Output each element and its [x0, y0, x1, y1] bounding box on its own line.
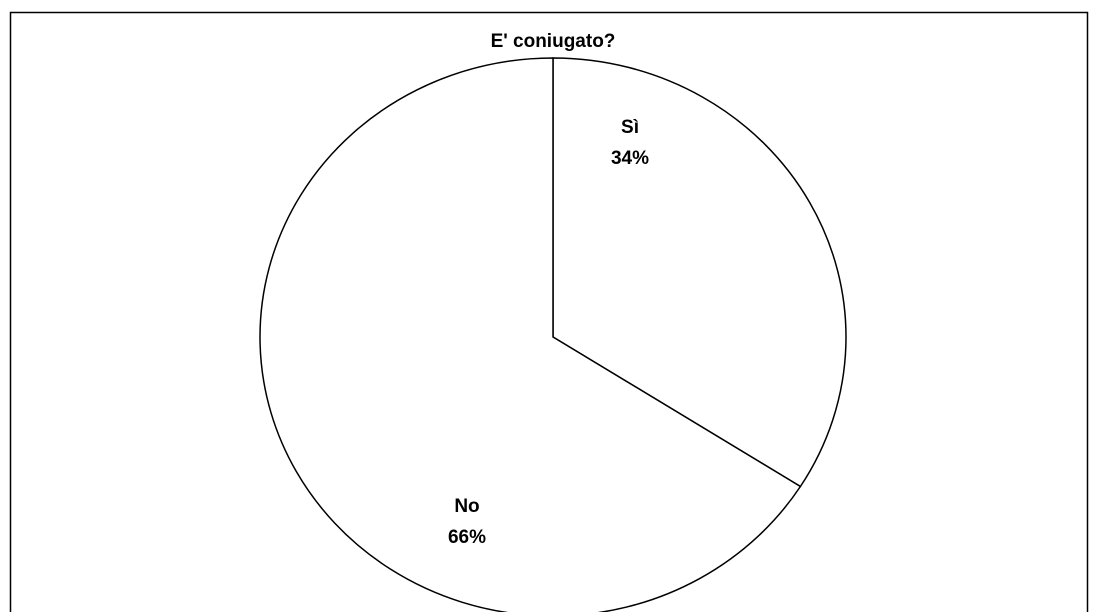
chart-title: E' coniugato? — [491, 31, 616, 52]
pie-slice — [552, 57, 847, 488]
slice-label: No — [454, 496, 479, 517]
pie-slice — [259, 57, 802, 612]
slice-label: Sì — [621, 117, 639, 138]
slice-value-label: 34% — [611, 148, 649, 169]
slice-value-label: 66% — [448, 527, 486, 548]
